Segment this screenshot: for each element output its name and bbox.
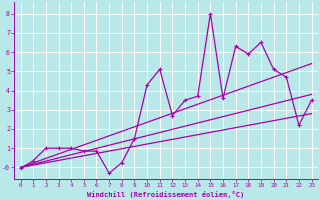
X-axis label: Windchill (Refroidissement éolien,°C): Windchill (Refroidissement éolien,°C) (87, 191, 245, 198)
